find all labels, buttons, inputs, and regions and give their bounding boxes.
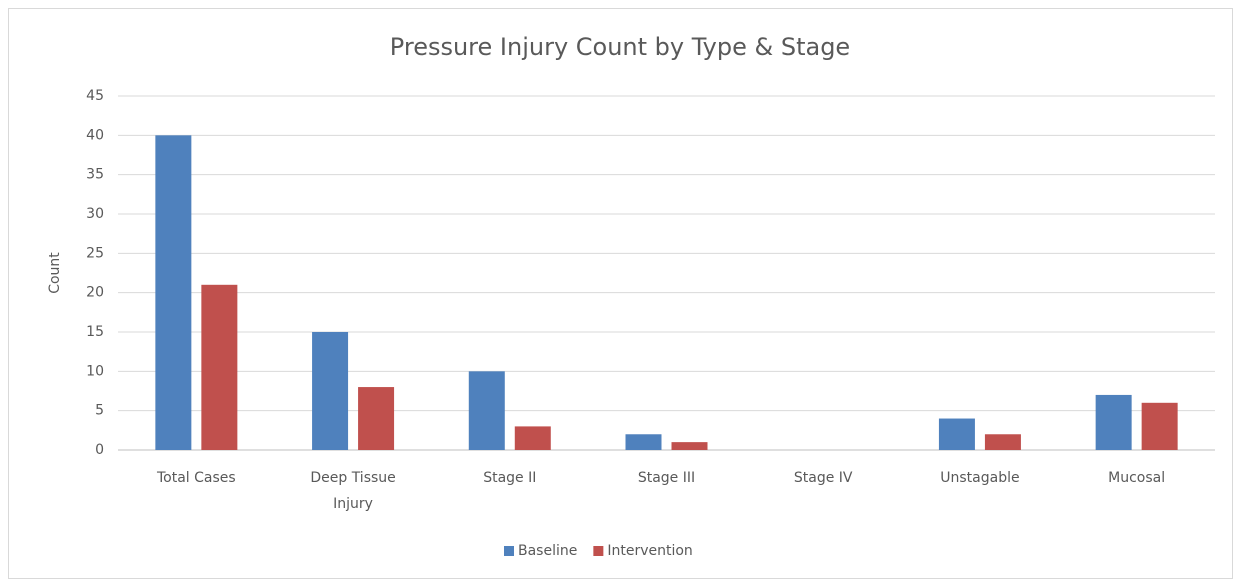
y-tick-label: 0 [95, 442, 104, 458]
bar [155, 135, 192, 451]
x-tick-label: Total Cases [156, 470, 236, 486]
bar [468, 371, 505, 450]
bar [984, 434, 1021, 450]
bar [312, 332, 349, 450]
y-tick-label: 40 [86, 127, 104, 143]
y-axis-label: Count [47, 252, 63, 294]
x-tick-label: Stage IV [794, 470, 853, 486]
y-tick-label: 10 [86, 363, 104, 379]
legend-swatch [593, 546, 604, 556]
x-tick-label: Stage III [638, 470, 695, 486]
y-tick-label: 25 [86, 245, 104, 261]
chart-frame [8, 8, 1233, 579]
bar [671, 442, 708, 450]
bar [201, 284, 238, 450]
y-tick-label: 35 [86, 167, 104, 183]
x-tick-label: Unstagable [940, 470, 1019, 486]
y-tick-label: 5 [95, 403, 104, 419]
y-tick-label: 20 [86, 285, 104, 301]
y-tick-label: 15 [86, 324, 104, 340]
bar [514, 426, 551, 450]
x-tick-label: Mucosal [1108, 470, 1165, 486]
legend-swatch [504, 546, 514, 556]
bar [1095, 394, 1132, 450]
bar [938, 418, 975, 450]
bar [1141, 402, 1178, 450]
y-tick-label: 30 [86, 206, 104, 222]
chart-title: Pressure Injury Count by Type & Stage [390, 33, 850, 61]
legend-label: Baseline [518, 543, 577, 559]
bar [358, 387, 395, 450]
y-tick-label: 45 [86, 88, 104, 104]
legend-label: Intervention [607, 543, 692, 559]
x-tick-label: Stage II [483, 470, 536, 486]
bar [625, 434, 662, 450]
x-tick-label: Deep Tissue Injury [310, 470, 395, 512]
